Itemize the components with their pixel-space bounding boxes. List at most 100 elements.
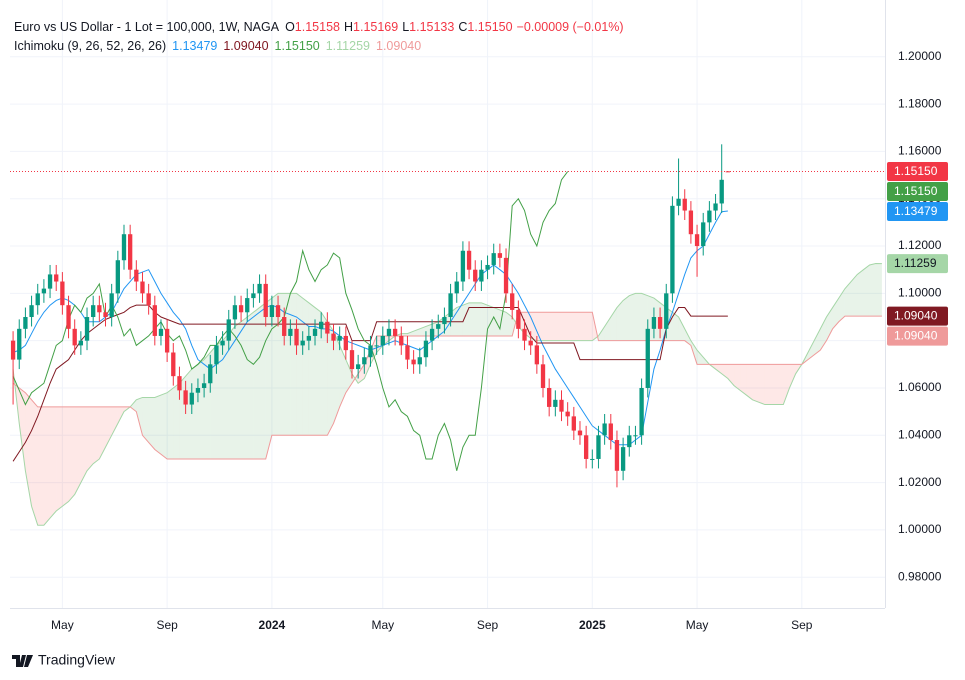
cloud-segment (543, 312, 550, 341)
candle-body (319, 321, 324, 329)
cloud-segment (672, 312, 679, 341)
cloud-segment (19, 387, 26, 471)
candle-body (719, 179, 724, 204)
cloud-segment (271, 293, 279, 436)
candle-body (608, 423, 613, 441)
cloud-segment (247, 312, 254, 459)
candle-body (380, 335, 385, 346)
candle-body (436, 324, 441, 329)
candle-body (115, 260, 120, 294)
candle-body (140, 281, 145, 294)
price-badge (887, 306, 948, 326)
candle-body (10, 340, 16, 360)
candle-body (177, 376, 182, 391)
candle-body (694, 234, 700, 247)
ohlc-value: 1.15133 (409, 20, 455, 34)
candle-body (497, 253, 503, 258)
cloud-segment (789, 364, 796, 388)
candle-body (300, 340, 305, 346)
ohlc-item: H1.15169 (344, 20, 398, 34)
price-badge (887, 202, 948, 222)
cloud-segment (130, 399, 137, 412)
price-badge (887, 182, 948, 202)
cloud-segment (241, 317, 248, 459)
candle-body (565, 411, 570, 417)
y-tick-label: 1.20000 (898, 49, 942, 63)
candle-body (460, 250, 466, 282)
candle-body (522, 328, 527, 341)
cloud-segment (191, 364, 198, 459)
candle-body (288, 328, 293, 336)
candle-body (189, 392, 194, 405)
cloud-segment (339, 345, 346, 407)
price-badge-label: 1.15150 (894, 164, 938, 178)
candle-body (109, 293, 114, 318)
candle-body (121, 234, 127, 261)
cloud-segment (142, 397, 149, 443)
cloud-segment (487, 305, 494, 336)
cloud-segment (43, 406, 51, 526)
cloud-segment (783, 364, 790, 405)
cloud-segment (327, 321, 334, 436)
candle-body (23, 317, 28, 329)
candle-body (553, 399, 558, 407)
candle-body (201, 383, 207, 388)
y-tick-label: 1.18000 (898, 96, 942, 110)
candle-body (577, 430, 583, 436)
logo-icon (12, 655, 33, 667)
candle-body (411, 359, 416, 365)
x-tick-label: Sep (791, 618, 813, 632)
y-tick-label: 1.12000 (898, 238, 942, 252)
candle-body (528, 340, 533, 346)
candle-body (103, 312, 108, 318)
candle-body (639, 387, 644, 436)
candle-body (516, 309, 521, 329)
cloud-segment (561, 312, 568, 341)
candle-body (208, 364, 213, 384)
candle-body (386, 328, 392, 336)
y-tick-label: 0.98000 (898, 569, 942, 583)
cloud-segment (567, 312, 574, 341)
candle-body (152, 305, 157, 336)
candle-body (479, 269, 484, 282)
cloud-segment (173, 383, 180, 459)
cloud-segment (456, 305, 463, 336)
cloud-segment (844, 281, 852, 317)
candle-body (35, 293, 40, 306)
grid (10, 0, 885, 608)
ohlc-value: 1.15169 (353, 20, 399, 34)
candle-body (84, 317, 90, 341)
candle-body (164, 328, 170, 353)
cloud-segment (50, 406, 57, 519)
candle-body (337, 335, 342, 341)
span-b-line (12, 311, 882, 460)
candle-body (657, 317, 663, 329)
cloud-segment (74, 406, 81, 495)
cloud-segment (814, 328, 821, 355)
cloud-segment (216, 340, 223, 459)
cloud-segment (111, 406, 118, 436)
ohlc-value: 1.15158 (294, 20, 340, 34)
candle-body (47, 274, 53, 289)
candle-body (232, 305, 238, 320)
candle-body (473, 269, 478, 282)
cloud-segment (475, 302, 482, 336)
indicator-value: 1.09040 (223, 39, 269, 53)
cloud-segment (771, 364, 778, 405)
x-tick-label: 2025 (579, 618, 606, 632)
cloud-segment (598, 326, 605, 341)
candle-body (214, 345, 219, 365)
candle-body (54, 274, 59, 282)
candle-body (590, 458, 595, 460)
ohlc-item: C1.15150 (458, 20, 512, 34)
indicator-name: Ichimoku (9, 26, 52, 26, 26) (14, 39, 167, 53)
cloud-segment (62, 406, 69, 507)
cloud-segment (167, 387, 174, 459)
candle-body (306, 335, 312, 341)
candle-body (664, 293, 669, 329)
cloud-segment (253, 307, 260, 459)
cloud-segment (807, 340, 815, 360)
y-tick-label: 1.06000 (898, 380, 942, 394)
price-badge (887, 326, 948, 346)
cloud-segment (407, 331, 414, 336)
